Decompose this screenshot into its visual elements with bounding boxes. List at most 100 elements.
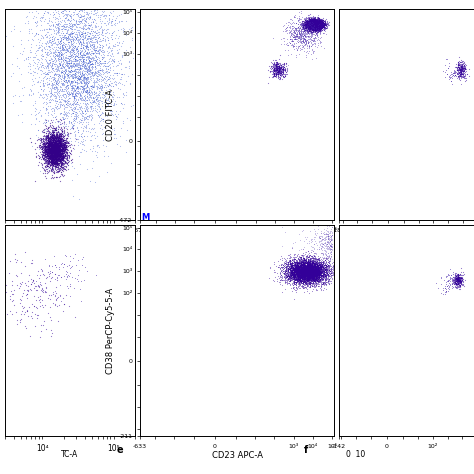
Point	[313, 23, 320, 30]
Point	[79, 100, 86, 107]
Point	[51, 131, 58, 138]
Point	[54, 156, 61, 164]
Point	[80, 79, 88, 87]
Point	[302, 266, 310, 274]
Point	[53, 147, 61, 155]
Point	[93, 29, 100, 36]
Point	[276, 264, 283, 271]
Point	[52, 153, 60, 161]
Point	[50, 140, 57, 147]
Point	[292, 258, 300, 266]
Point	[61, 146, 68, 154]
Point	[56, 132, 64, 140]
Point	[58, 145, 66, 152]
Point	[294, 263, 301, 271]
Point	[290, 264, 297, 271]
Point	[319, 20, 327, 28]
Point	[57, 157, 64, 165]
Point	[305, 21, 313, 28]
Point	[286, 19, 294, 27]
Point	[286, 24, 294, 31]
Point	[296, 20, 304, 28]
Point	[301, 268, 309, 275]
Point	[294, 34, 302, 42]
Point	[300, 270, 308, 278]
Point	[53, 147, 60, 155]
Point	[44, 162, 51, 169]
Point	[320, 267, 328, 275]
Point	[314, 259, 321, 267]
Point	[315, 15, 323, 22]
Point	[59, 152, 66, 160]
Point	[72, 52, 80, 60]
Point	[47, 143, 55, 150]
Point	[47, 155, 55, 163]
Point	[58, 159, 66, 166]
Point	[316, 269, 323, 277]
Point	[107, 2, 114, 10]
Point	[327, 232, 335, 239]
Point	[93, 9, 101, 16]
Point	[53, 105, 61, 113]
Point	[57, 153, 64, 160]
Point	[289, 37, 297, 45]
Point	[306, 267, 314, 274]
Point	[308, 31, 315, 38]
Point	[270, 69, 277, 76]
Point	[47, 126, 55, 133]
Point	[290, 269, 298, 276]
Point	[103, 72, 111, 80]
Point	[312, 23, 320, 30]
Point	[329, 271, 337, 278]
Point	[102, 65, 110, 73]
Point	[75, 53, 82, 61]
Point	[291, 269, 298, 276]
Point	[309, 19, 317, 27]
Point	[299, 264, 307, 271]
Point	[297, 270, 304, 277]
Point	[276, 66, 283, 74]
Point	[289, 264, 296, 271]
Point	[309, 259, 316, 267]
Point	[320, 236, 328, 244]
Point	[283, 265, 290, 273]
Point	[307, 18, 315, 26]
Point	[115, 11, 123, 19]
Point	[292, 273, 300, 281]
Point	[50, 73, 58, 81]
Point	[309, 263, 316, 270]
Point	[289, 265, 297, 273]
Point	[311, 277, 319, 284]
Point	[291, 26, 299, 34]
Point	[324, 231, 331, 238]
Point	[315, 276, 323, 283]
Point	[320, 274, 328, 282]
Point	[311, 22, 319, 30]
Point	[320, 267, 328, 275]
Point	[295, 25, 302, 33]
Point	[308, 276, 315, 283]
Point	[313, 20, 321, 27]
Point	[306, 263, 313, 270]
Point	[292, 260, 299, 268]
Point	[311, 265, 319, 273]
Point	[308, 265, 316, 273]
Point	[298, 273, 306, 281]
Point	[463, 70, 471, 78]
Point	[58, 73, 66, 80]
Point	[55, 10, 63, 18]
Point	[53, 154, 61, 162]
Point	[298, 271, 305, 279]
Point	[52, 146, 60, 154]
Point	[319, 254, 327, 262]
Point	[50, 36, 58, 44]
Point	[56, 140, 64, 147]
Point	[310, 19, 318, 27]
Point	[61, 157, 69, 164]
Point	[313, 18, 321, 25]
Point	[308, 270, 316, 278]
Point	[51, 270, 59, 278]
Point	[312, 16, 319, 24]
Point	[286, 270, 293, 277]
Point	[49, 161, 57, 169]
